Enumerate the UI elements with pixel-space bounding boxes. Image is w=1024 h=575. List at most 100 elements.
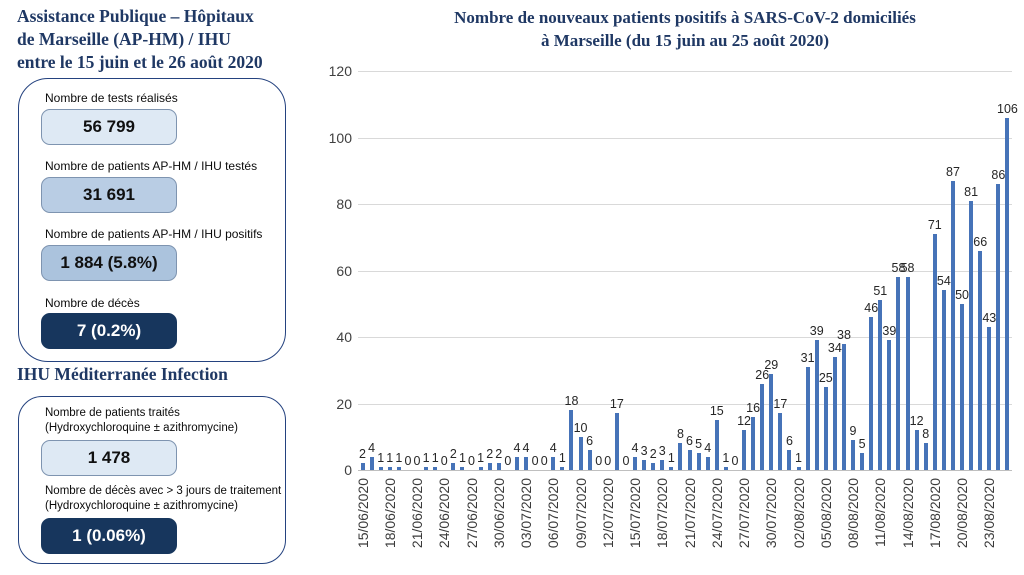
- bar: [396, 466, 401, 470]
- bar: [1005, 117, 1010, 470]
- bar: [660, 460, 665, 470]
- bar: [923, 443, 928, 470]
- bar: [696, 453, 701, 470]
- bar: [678, 443, 683, 470]
- bar-value-label: 4: [549, 440, 557, 455]
- bar: [950, 180, 955, 470]
- ihu-section-title: IHU Méditerranée Infection: [17, 364, 228, 384]
- bar-value-label: 106: [997, 101, 1018, 116]
- chart-title-line: à Marseille (du 15 juin au 25 août 2020): [540, 30, 830, 50]
- bar-value-label: 0: [413, 454, 421, 468]
- y-axis-tick-label: 80: [336, 196, 352, 212]
- x-axis-date-label: 18/07/2020: [654, 478, 671, 549]
- bar: [805, 366, 810, 470]
- bar: [424, 466, 429, 470]
- x-axis-date-label: 27/07/2020: [736, 478, 753, 549]
- stat-label-patients-tested: Nombre de patients AP-HM / IHU testés: [45, 159, 258, 173]
- bar: [941, 290, 946, 470]
- plot-area: 0 20 40 60 80 100 120 2 15/06/2020 4 1 1 18/06/2020 1…: [320, 0, 1024, 575]
- stat-label-patients-positive: Nombre de patients AP-HM / IHU positifs: [45, 227, 263, 241]
- bar-value-label: 0: [731, 454, 739, 468]
- bar: [433, 466, 438, 470]
- bar-value-label: 8: [922, 427, 930, 442]
- bar-value-label: 17: [609, 397, 624, 412]
- bar-value-label: 54: [936, 274, 951, 289]
- bar: [451, 463, 456, 470]
- bar-value-label: 1: [458, 450, 466, 465]
- stat-value-text: 1 (0.06%): [72, 526, 146, 545]
- x-axis-date-label: 06/07/2020: [545, 478, 562, 549]
- bar-value-label: 39: [882, 324, 897, 339]
- bar-value-label: 0: [604, 454, 612, 468]
- y-axis-tick-label: 40: [336, 329, 352, 345]
- bar: [742, 430, 747, 470]
- bar-value-label: 4: [704, 440, 712, 455]
- bar: [760, 383, 765, 470]
- x-axis-date-label: 02/08/2020: [790, 478, 807, 549]
- bar-chart: Nombre de nouveaux patients positifs à S…: [320, 0, 1024, 575]
- bar-value-label: 25: [818, 370, 833, 385]
- x-axis-date-label: 30/06/2020: [490, 478, 507, 549]
- bar: [669, 466, 674, 470]
- bar-value-label: 50: [955, 287, 969, 302]
- bar: [478, 466, 483, 470]
- y-axis-tick-label: 100: [328, 129, 352, 146]
- x-axis-date-label: 21/06/2020: [409, 478, 426, 549]
- x-axis-date-label: 24/06/2020: [436, 478, 453, 549]
- y-axis-tick-label: 120: [328, 63, 352, 79]
- bar-value-label: 0: [531, 454, 539, 468]
- bar-value-label: 4: [631, 440, 639, 455]
- bar: [360, 463, 365, 470]
- x-axis-date-label: 15/07/2020: [627, 478, 644, 549]
- bar: [851, 440, 856, 470]
- stat-value-patients-tested: 31 691: [41, 177, 177, 213]
- bar: [932, 233, 937, 470]
- bar: [487, 463, 492, 470]
- x-axis-line: [358, 470, 1012, 471]
- bar: [796, 466, 801, 470]
- stat-value-deaths: 7 (0.2%): [41, 313, 177, 349]
- bar-value-label: 39: [809, 324, 824, 339]
- x-axis-date-label: 11/08/2020: [872, 478, 889, 548]
- bar-value-label: 12: [737, 414, 751, 429]
- y-axis-tick-label: 0: [344, 462, 352, 478]
- bar-value-label: 4: [368, 440, 376, 455]
- bar: [869, 317, 874, 470]
- stat-value-text: 31 691: [83, 185, 135, 204]
- y-gridline: [358, 204, 1012, 205]
- bar-value-label: 1: [386, 450, 394, 465]
- bar-value-label: 2: [486, 447, 494, 462]
- bar: [769, 373, 774, 470]
- stat-label-deaths-treatment: Nombre de décès avec > 3 jours de traite…: [45, 485, 282, 497]
- chart-title-line: Nombre de nouveaux patients positifs à S…: [454, 8, 916, 27]
- bar-value-label: 3: [640, 444, 648, 459]
- bar-value-label: 18: [564, 394, 579, 409]
- bar-value-label: 0: [468, 454, 476, 468]
- bar: [633, 456, 638, 470]
- bar: [587, 450, 592, 470]
- x-axis-date-label: 17/08/2020: [926, 478, 943, 549]
- bar-value-label: 6: [586, 434, 594, 449]
- bar-value-label: 0: [540, 454, 548, 468]
- x-axis-date-label: 18/06/2020: [381, 478, 398, 549]
- x-axis-date-label: 14/08/2020: [899, 478, 916, 549]
- aphm-title-line: de Marseille (AP-HM) / IHU: [17, 29, 231, 50]
- stat-value-text: 7 (0.2%): [76, 321, 142, 340]
- bar-value-label: 34: [827, 340, 842, 355]
- bar: [614, 413, 619, 470]
- bar-value-label: 0: [504, 454, 512, 468]
- stat-sublabel-treated: (Hydroxychloroquine ± azithromycine): [45, 422, 238, 434]
- bar: [914, 430, 919, 470]
- stat-label-treated: Nombre de patients traités: [45, 407, 180, 419]
- bar: [978, 250, 983, 470]
- bar-value-label: 1: [377, 450, 385, 465]
- bar-value-label: 0: [595, 454, 603, 468]
- x-axis-date-label: 12/07/2020: [599, 478, 616, 549]
- bar-value-label: 51: [873, 284, 888, 299]
- bar-value-label: 6: [686, 434, 694, 449]
- bar-value-label: 2: [649, 447, 657, 462]
- y-axis-tick-label: 60: [336, 262, 352, 279]
- bar-value-label: 4: [522, 440, 530, 455]
- bar-value-label: 16: [746, 400, 761, 415]
- bar-value-label: 26: [755, 367, 770, 382]
